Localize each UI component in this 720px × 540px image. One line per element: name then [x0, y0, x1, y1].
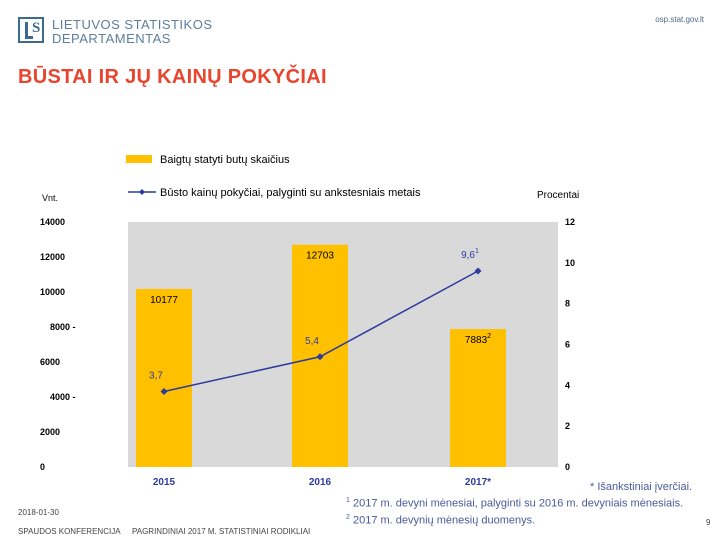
bar-value-label: 10177: [150, 295, 178, 306]
line-point-2: [474, 267, 482, 275]
line-value-label: 3,7: [149, 370, 163, 381]
y-tick-left: 14000: [40, 217, 65, 227]
footnote-1: 1 2017 m. devyni mėnesiai, palyginti su …: [346, 497, 684, 510]
legend-line-marker: [139, 189, 145, 195]
legend-line-label: Būsto kainų pokyčiai, palyginti su ankst…: [160, 187, 421, 199]
y-tick-left: 6000: [40, 357, 60, 367]
y-tick-left: 4000 -: [50, 392, 76, 402]
x-tick-label: 2015: [153, 477, 176, 488]
y-tick-right: 12: [565, 217, 575, 227]
org-name-line1: LIETUVOS STATISTIKOS: [52, 17, 213, 32]
y-tick-right: 6: [565, 340, 570, 350]
bar-value-label: 12703: [306, 251, 334, 262]
line-point-1: [316, 353, 324, 361]
y-tick-right: 4: [565, 380, 570, 390]
org-name-line2: DEPARTAMENTAS: [52, 31, 171, 46]
site-url[interactable]: osp.stat.gov.lt: [655, 15, 704, 24]
line-value-label: 5,4: [305, 336, 319, 347]
x-tick-label: 2016: [309, 477, 332, 488]
logo: S: [18, 17, 44, 43]
y-tick-left: 10000: [40, 287, 65, 297]
ylabel-left: Vnt.: [42, 193, 58, 203]
legend-bar-swatch: [126, 155, 152, 163]
y-tick-right: 2: [565, 421, 570, 431]
y-tick-right: 0: [565, 462, 570, 472]
y-tick-left: 8000 -: [50, 322, 76, 332]
footer-event: SPAUDOS KONFERENCIJA: [18, 527, 121, 536]
ylabel-right: Procentai: [537, 190, 579, 201]
bar-2: [450, 329, 506, 467]
footer-section: PAGRINDINIAI 2017 M. STATISTINIAI RODIKL…: [132, 527, 311, 536]
y-tick-right: 8: [565, 299, 570, 309]
line-value-label: 9,61: [461, 248, 479, 261]
bar-0: [136, 288, 192, 467]
estimate-note: * Išankstiniai įverčiai.: [590, 481, 693, 493]
y-tick-left: 0: [40, 462, 45, 472]
page-number: 9: [706, 518, 711, 527]
footer-date: 2018-01-30: [18, 508, 59, 517]
line-point-0: [160, 387, 168, 395]
footnote-2: 2 2017 m. devynių mėnesių duomenys.: [346, 514, 536, 527]
y-tick-left: 2000: [40, 427, 60, 437]
y-tick-right: 10: [565, 258, 575, 268]
page-title: BŪSTAI IR JŲ KAINŲ POKYČIAI: [18, 66, 327, 88]
bar-value-label: 78832: [465, 333, 491, 346]
x-tick-label: 2017*: [465, 477, 491, 488]
legend-bar-label: Baigtų statyti butų skaičius: [160, 154, 290, 166]
y-tick-left: 12000: [40, 252, 65, 262]
